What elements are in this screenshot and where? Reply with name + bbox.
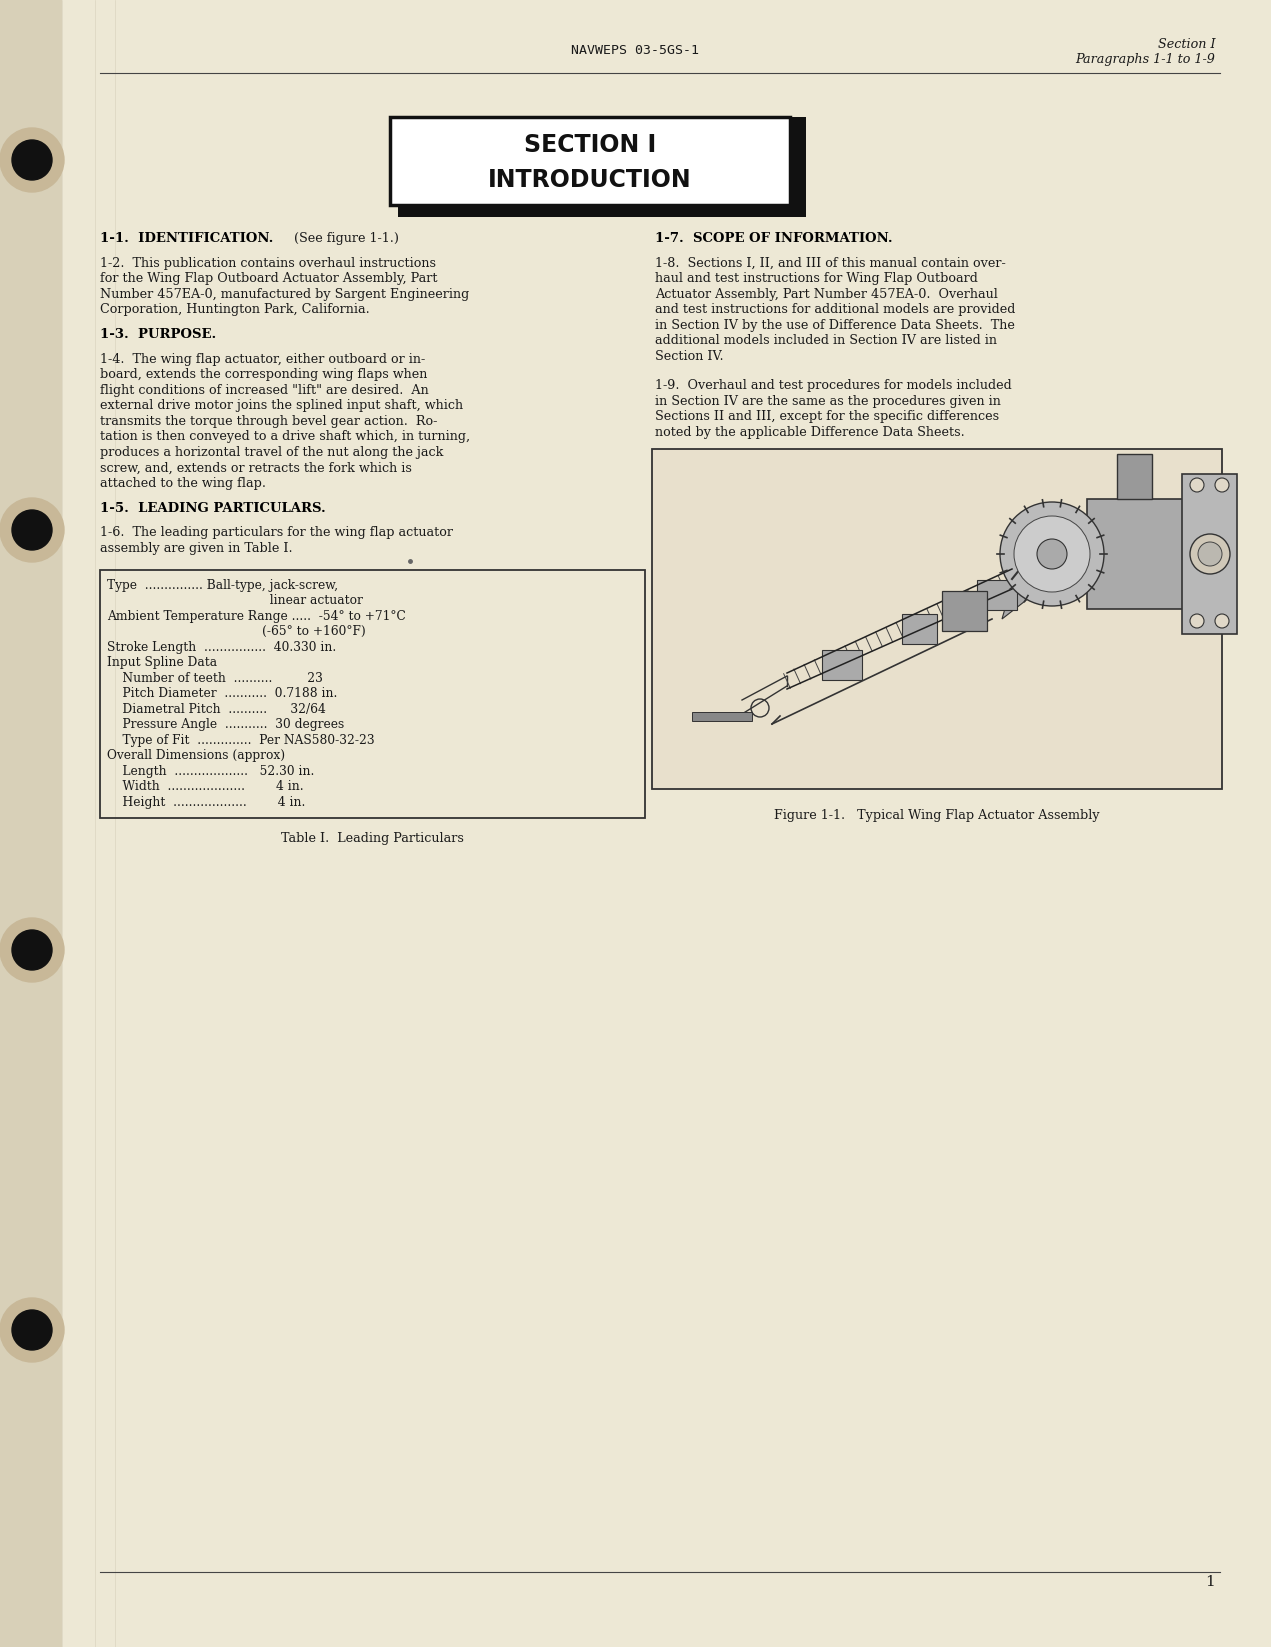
Text: and test instructions for additional models are provided: and test instructions for additional mod… bbox=[655, 303, 1016, 316]
Circle shape bbox=[1000, 502, 1104, 606]
Circle shape bbox=[1199, 542, 1221, 567]
Text: Width  ....................        4 in.: Width .................... 4 in. bbox=[107, 781, 304, 794]
Circle shape bbox=[0, 497, 64, 562]
Text: Height  ...................        4 in.: Height ................... 4 in. bbox=[107, 796, 305, 809]
Text: Pressure Angle  ...........  30 degrees: Pressure Angle ........... 30 degrees bbox=[107, 718, 344, 731]
Circle shape bbox=[11, 140, 52, 180]
Circle shape bbox=[1215, 614, 1229, 628]
Circle shape bbox=[1215, 478, 1229, 492]
Text: noted by the applicable Difference Data Sheets.: noted by the applicable Difference Data … bbox=[655, 427, 965, 438]
Text: SECTION I: SECTION I bbox=[524, 133, 656, 156]
Bar bbox=[652, 450, 1221, 789]
Text: for the Wing Flap Outboard Actuator Assembly, Part: for the Wing Flap Outboard Actuator Asse… bbox=[100, 272, 437, 285]
Bar bbox=[1117, 455, 1152, 499]
Text: Pitch Diameter  ...........  0.7188 in.: Pitch Diameter ........... 0.7188 in. bbox=[107, 687, 337, 700]
Text: 1-8.  Sections I, II, and III of this manual contain over-: 1-8. Sections I, II, and III of this man… bbox=[655, 257, 1005, 270]
Bar bbox=[0, 0, 62, 1647]
Text: assembly are given in Table I.: assembly are given in Table I. bbox=[100, 542, 292, 555]
Circle shape bbox=[1190, 478, 1204, 492]
Text: haul and test instructions for Wing Flap Outboard: haul and test instructions for Wing Flap… bbox=[655, 272, 977, 285]
Circle shape bbox=[0, 917, 64, 982]
Polygon shape bbox=[791, 117, 806, 217]
Text: 1-3.  PURPOSE.: 1-3. PURPOSE. bbox=[100, 328, 216, 341]
Text: 1-1.  IDENTIFICATION.: 1-1. IDENTIFICATION. bbox=[100, 232, 273, 245]
Text: Diametral Pitch  ..........      32/64: Diametral Pitch .......... 32/64 bbox=[107, 703, 325, 716]
Circle shape bbox=[1037, 539, 1066, 568]
Bar bbox=[902, 614, 937, 644]
Text: 1: 1 bbox=[1205, 1575, 1215, 1589]
Text: Figure 1-1.   Typical Wing Flap Actuator Assembly: Figure 1-1. Typical Wing Flap Actuator A… bbox=[774, 809, 1099, 822]
Circle shape bbox=[11, 1309, 52, 1351]
Bar bbox=[1182, 474, 1237, 634]
Bar bbox=[822, 651, 862, 680]
Bar bbox=[390, 117, 791, 204]
Text: 1-5.  LEADING PARTICULARS.: 1-5. LEADING PARTICULARS. bbox=[100, 502, 325, 516]
Text: linear actuator: linear actuator bbox=[107, 595, 364, 608]
Text: 1-2.  This publication contains overhaul instructions: 1-2. This publication contains overhaul … bbox=[100, 257, 436, 270]
Bar bbox=[691, 712, 752, 721]
Circle shape bbox=[1190, 614, 1204, 628]
Bar bbox=[977, 580, 1017, 609]
Text: Stroke Length  ................  40.330 in.: Stroke Length ................ 40.330 in… bbox=[107, 641, 337, 654]
Text: 1-6.  The leading particulars for the wing flap actuator: 1-6. The leading particulars for the win… bbox=[100, 527, 452, 540]
Text: (-65° to +160°F): (-65° to +160°F) bbox=[107, 626, 366, 639]
Text: 1-9.  Overhaul and test procedures for models included: 1-9. Overhaul and test procedures for mo… bbox=[655, 379, 1012, 392]
Text: flight conditions of increased "lift" are desired.  An: flight conditions of increased "lift" ar… bbox=[100, 384, 428, 397]
Bar bbox=[100, 570, 644, 819]
Text: (See figure 1-1.): (See figure 1-1.) bbox=[282, 232, 399, 245]
Text: Section IV.: Section IV. bbox=[655, 349, 723, 362]
Polygon shape bbox=[398, 208, 806, 217]
Circle shape bbox=[1014, 516, 1091, 591]
Text: Table I.  Leading Particulars: Table I. Leading Particulars bbox=[281, 832, 464, 845]
Text: Corporation, Huntington Park, California.: Corporation, Huntington Park, California… bbox=[100, 303, 370, 316]
Circle shape bbox=[11, 511, 52, 550]
Text: produces a horizontal travel of the nut along the jack: produces a horizontal travel of the nut … bbox=[100, 446, 444, 460]
Text: Actuator Assembly, Part Number 457EA-0.  Overhaul: Actuator Assembly, Part Number 457EA-0. … bbox=[655, 288, 998, 301]
Text: attached to the wing flap.: attached to the wing flap. bbox=[100, 478, 266, 489]
Text: Number of teeth  ..........         23: Number of teeth .......... 23 bbox=[107, 672, 323, 685]
Polygon shape bbox=[1002, 548, 1092, 619]
Text: board, extends the corresponding wing flaps when: board, extends the corresponding wing fl… bbox=[100, 369, 427, 382]
Bar bbox=[942, 591, 988, 631]
Text: in Section IV by the use of Difference Data Sheets.  The: in Section IV by the use of Difference D… bbox=[655, 320, 1014, 331]
Text: Paragraphs 1-1 to 1-9: Paragraphs 1-1 to 1-9 bbox=[1075, 53, 1215, 66]
Text: Type of Fit  ..............  Per NAS580-32-23: Type of Fit .............. Per NAS580-32… bbox=[107, 735, 375, 746]
Text: Section I: Section I bbox=[1158, 38, 1215, 51]
Text: in Section IV are the same as the procedures given in: in Section IV are the same as the proced… bbox=[655, 395, 1000, 408]
Text: Ambient Temperature Range .....  -54° to +71°C: Ambient Temperature Range ..... -54° to … bbox=[107, 609, 405, 623]
Text: Sections II and III, except for the specific differences: Sections II and III, except for the spec… bbox=[655, 410, 999, 423]
Text: tation is then conveyed to a drive shaft which, in turning,: tation is then conveyed to a drive shaft… bbox=[100, 430, 470, 443]
Text: screw, and, extends or retracts the fork which is: screw, and, extends or retracts the fork… bbox=[100, 461, 412, 474]
Text: NAVWEPS 03-5GS-1: NAVWEPS 03-5GS-1 bbox=[571, 43, 699, 56]
Text: 1-7.  SCOPE OF INFORMATION.: 1-7. SCOPE OF INFORMATION. bbox=[655, 232, 892, 245]
Text: 1-4.  The wing flap actuator, either outboard or in-: 1-4. The wing flap actuator, either outb… bbox=[100, 352, 426, 366]
Text: Overall Dimensions (approx): Overall Dimensions (approx) bbox=[107, 749, 285, 763]
Circle shape bbox=[0, 128, 64, 193]
Circle shape bbox=[0, 1298, 64, 1362]
Text: external drive motor joins the splined input shaft, which: external drive motor joins the splined i… bbox=[100, 400, 463, 412]
Circle shape bbox=[11, 931, 52, 970]
Text: additional models included in Section IV are listed in: additional models included in Section IV… bbox=[655, 334, 996, 348]
Text: Length  ...................   52.30 in.: Length ................... 52.30 in. bbox=[107, 764, 314, 777]
Text: Type  ............... Ball-type, jack-screw,: Type ............... Ball-type, jack-scr… bbox=[107, 578, 338, 591]
Bar bbox=[1087, 499, 1187, 609]
Text: Number 457EA-0, manufactured by Sargent Engineering: Number 457EA-0, manufactured by Sargent … bbox=[100, 288, 469, 301]
Text: transmits the torque through bevel gear action.  Ro-: transmits the torque through bevel gear … bbox=[100, 415, 437, 428]
Text: Input Spline Data: Input Spline Data bbox=[107, 657, 217, 669]
Circle shape bbox=[1190, 534, 1230, 575]
Text: INTRODUCTION: INTRODUCTION bbox=[488, 168, 691, 193]
